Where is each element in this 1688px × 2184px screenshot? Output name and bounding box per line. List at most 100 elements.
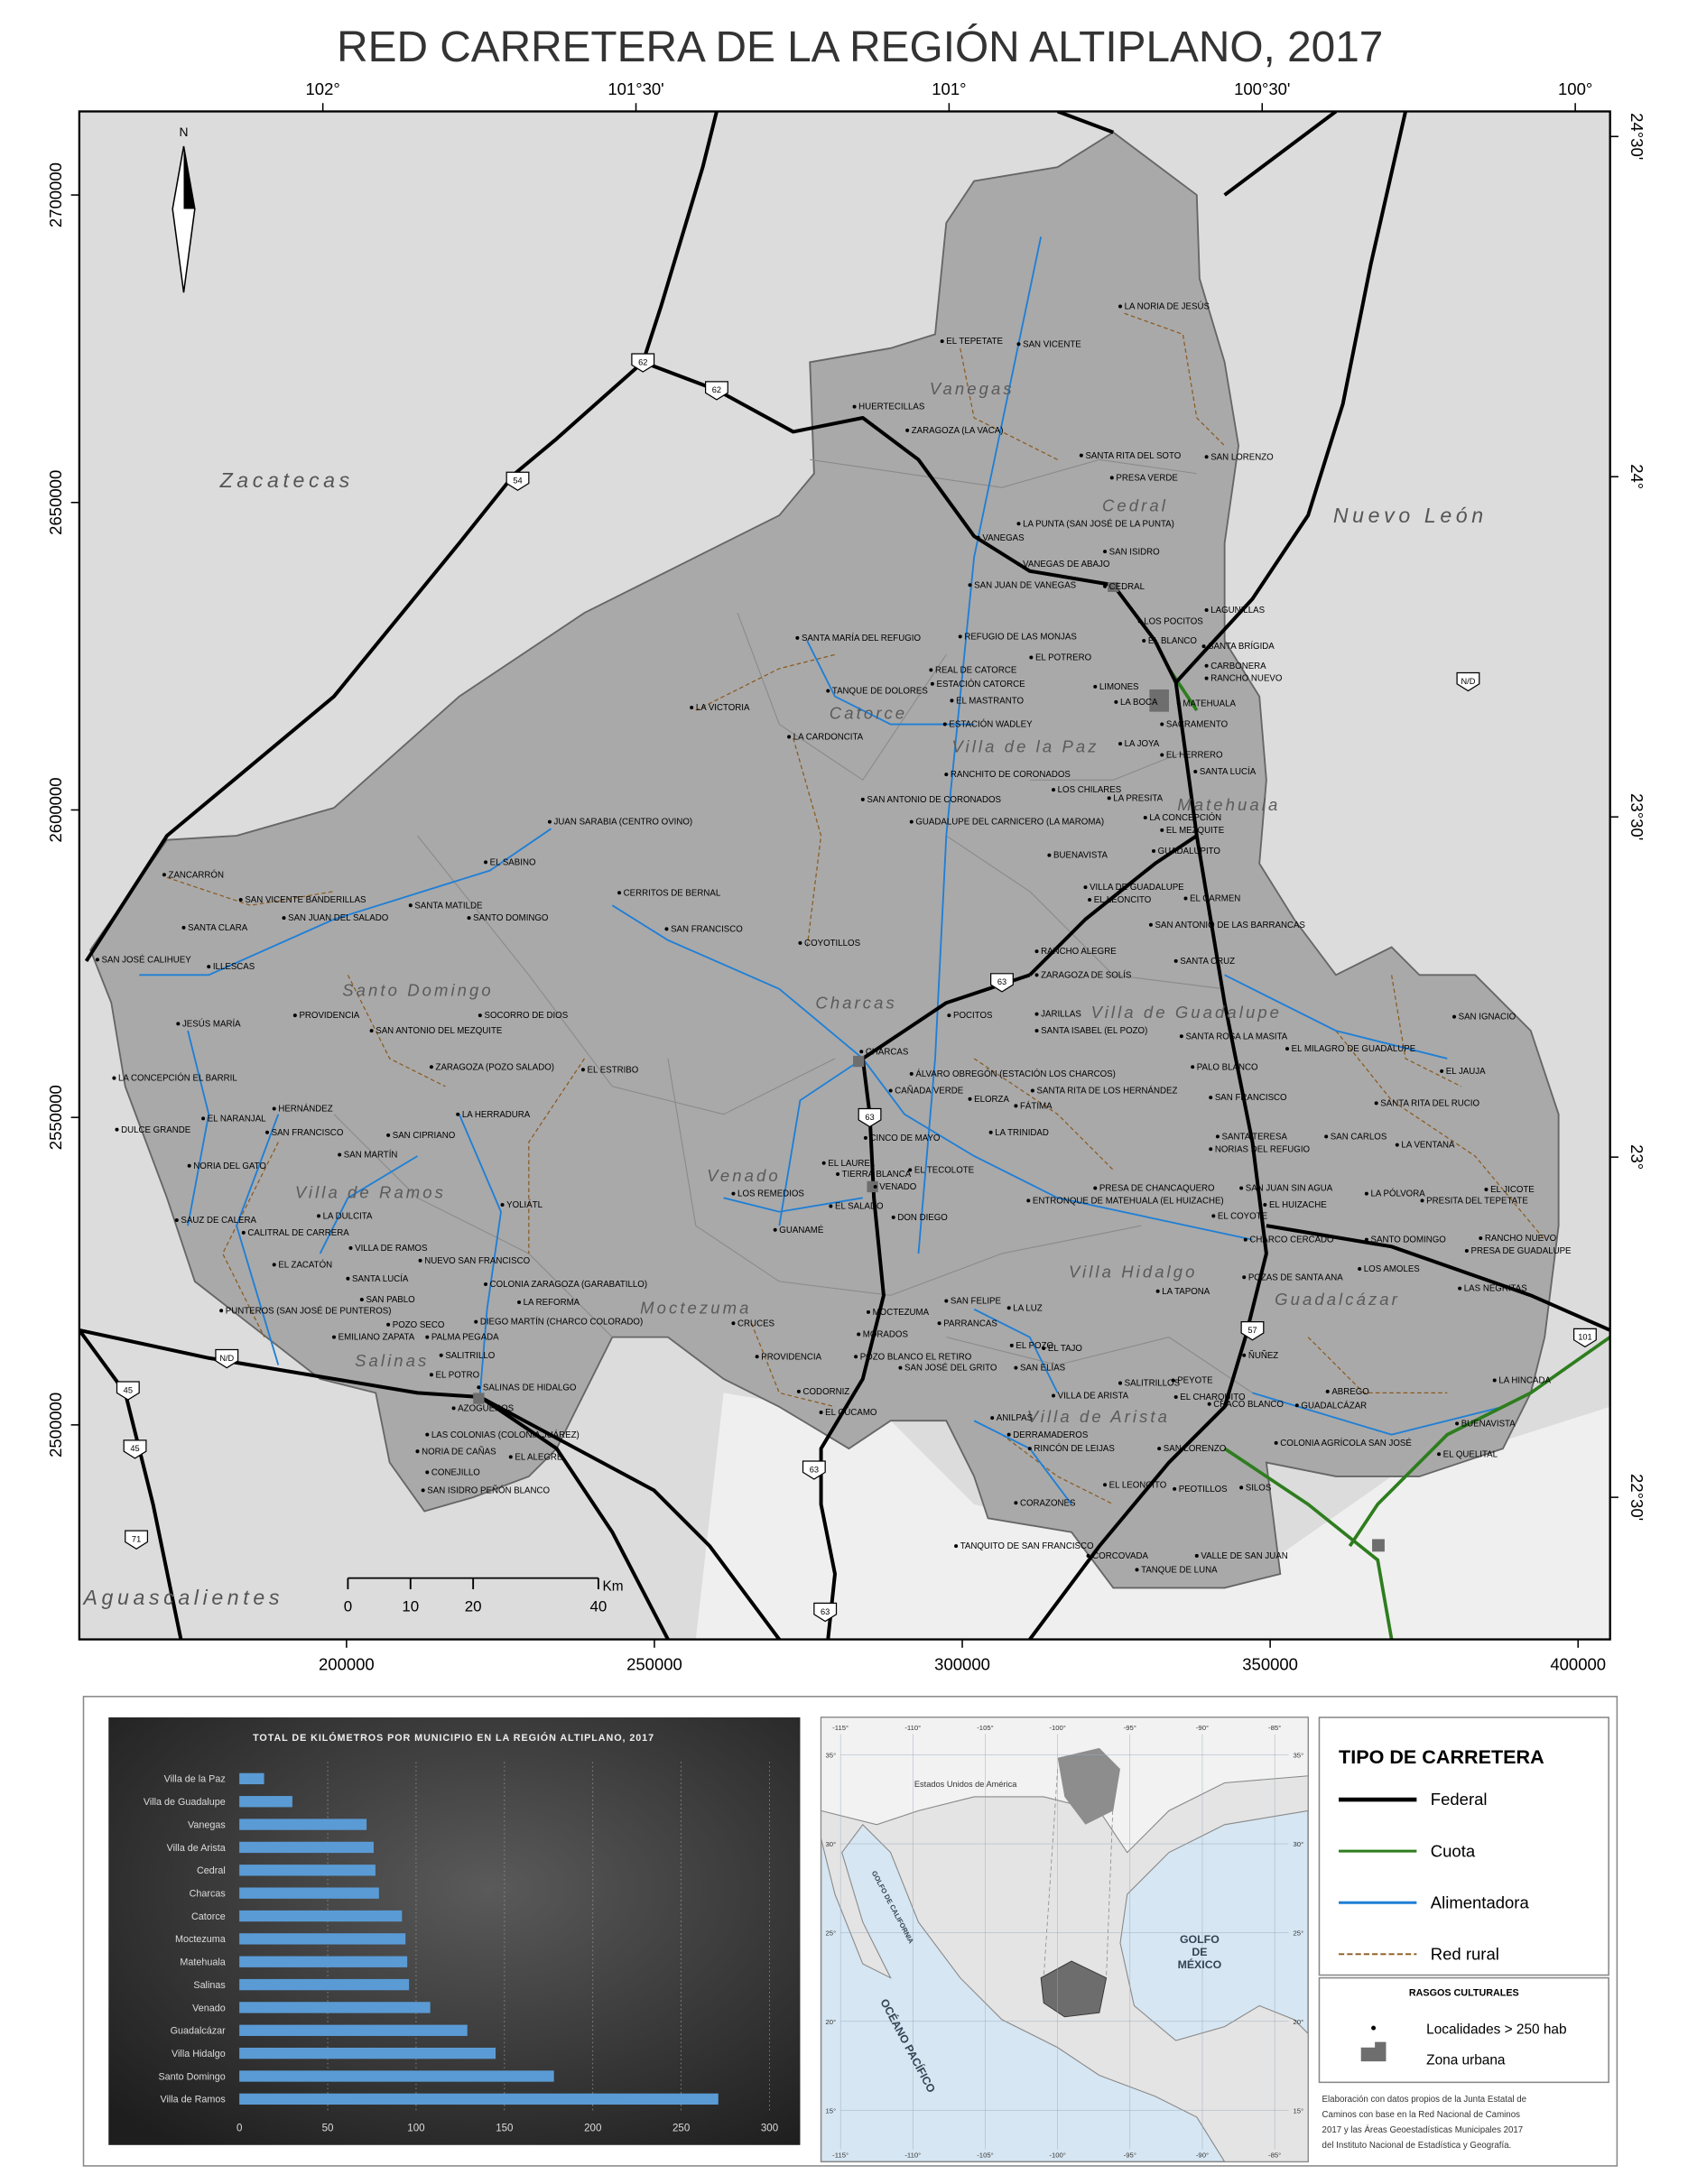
y-tick-label: Moctezuma [175, 1934, 226, 1945]
locality-point [860, 797, 865, 801]
locality-label: EL LEONCITO [1109, 1480, 1167, 1490]
locality-label: EL QUELITAL [1443, 1449, 1498, 1459]
locality-label: CEDRAL [1109, 582, 1145, 592]
north-label: N [179, 125, 188, 139]
locality-point [1114, 699, 1118, 704]
inset-lon-label: -105° [977, 2152, 993, 2160]
locality-label: SANTA CRUZ [1180, 957, 1235, 967]
locality-label: LA BOCA [1120, 698, 1158, 708]
locality-point [1242, 1353, 1247, 1357]
locality-label: LA CONCEPCIÓN [1149, 813, 1221, 823]
locality-point [1118, 1381, 1123, 1385]
locality-label: CODORNIZ [803, 1387, 850, 1397]
locality-point [1455, 1421, 1460, 1426]
lat-tick-label: 24°30' [1628, 113, 1646, 160]
locality-point [174, 1217, 179, 1222]
locality-label: CHARCAS [866, 1047, 909, 1057]
lon-tick-label: 100°30' [1234, 79, 1290, 98]
map: Zacatecas Nuevo León Aguascalientes Vanegas… [79, 111, 1610, 1640]
road-shield-label: 45 [130, 1444, 139, 1453]
locality-point [1093, 684, 1098, 689]
locality-point [1034, 1012, 1039, 1016]
x-tick-label: 100 [407, 2123, 424, 2133]
locality-label: EL LEONCITO [1094, 895, 1152, 905]
locality-label: EL ZACATÓN [278, 1260, 332, 1270]
locality-label: EL CHARQUITO [1180, 1393, 1246, 1402]
road-shield [802, 1460, 826, 1480]
municipality-label: Matehuala [1177, 795, 1280, 814]
x-tick-label: 0 [237, 2123, 242, 2133]
lon-tick-label: 101°30' [607, 79, 663, 98]
locality-label: POZAS DE SANTA ANA [1248, 1272, 1343, 1282]
locality-label: ZANCARRÓN [169, 870, 224, 880]
locality-label: LA HERRADURA [462, 1110, 531, 1120]
locality-point [1374, 1101, 1378, 1106]
bar [239, 2093, 719, 2105]
locality-point [1211, 1214, 1216, 1218]
locality-point [187, 1163, 191, 1168]
inset-lat-label: 25° [826, 1930, 837, 1938]
state-label: Zacatecas [219, 468, 354, 492]
locality-point [888, 1088, 893, 1093]
locality-label: POCITOS [953, 1011, 993, 1021]
locality-point [891, 1215, 895, 1219]
locality-label: SANTA TERESA [1222, 1132, 1288, 1142]
locality-point [1014, 1104, 1018, 1108]
locality-label: LA LUZ [1013, 1303, 1042, 1313]
lat-tick-label: 23°30' [1628, 793, 1646, 840]
locality-point [1135, 1568, 1139, 1572]
state-label: Aguascalientes [81, 1586, 283, 1609]
locality-label: SAN ANTONIO DEL MEZQUITE [376, 1026, 503, 1036]
locality-label: REFUGIO DE LAS MONJAS [964, 632, 1077, 642]
locality-point [821, 1161, 826, 1165]
locality-label: VILLA DE ARISTA [1058, 1392, 1129, 1402]
locality-point [1201, 644, 1206, 649]
locality-label: LA NORIA DE JESÚS [1125, 302, 1210, 312]
locality-label: SAN IGNACIO [1459, 1013, 1516, 1023]
locality-label: LA VICTORIA [696, 703, 750, 713]
locality-label: VALLE DE SAN JUAN [1201, 1551, 1287, 1561]
inset-label: MÉXICO [1178, 1957, 1222, 1971]
locality-label: VANEGAS [982, 533, 1025, 543]
locality-point [386, 1322, 391, 1327]
locality-label: JARILLAS [1041, 1010, 1081, 1020]
locality-point [1492, 1378, 1497, 1383]
inset-lat-label: 20° [1294, 2018, 1304, 2026]
locality-label: SAN FRANCISCO [671, 925, 743, 935]
locality-label: EL LAUREL [828, 1159, 876, 1169]
locality-point [1029, 655, 1034, 660]
legend-label: Cuota [1431, 1841, 1476, 1860]
locality-point [1027, 1447, 1032, 1451]
scale-unit: Km [603, 1579, 624, 1595]
locality-label: SAN LORENZO [1210, 452, 1274, 462]
easting-tick-label: 200000 [319, 1654, 375, 1673]
locality-label: EL MASTRANTO [956, 696, 1024, 706]
region [89, 131, 1560, 1589]
locality-point [1173, 1486, 1177, 1491]
locality-label: EL COYOTE [1218, 1211, 1268, 1221]
locality-label: SAN FRANCISCO [1215, 1093, 1287, 1103]
localities: Zacatecas Nuevo León Aguascalientes Vanegas… [81, 302, 1597, 1623]
y-tick-label: Villa Hidalgo [172, 2049, 226, 2059]
locality-point [115, 1127, 119, 1132]
locality-label: SANTO DOMINGO [1371, 1235, 1447, 1245]
locality-label: GUADALCÁZAR [1301, 1401, 1367, 1411]
bar [239, 2024, 468, 2036]
locality-label: COLONIA AGRÍCOLA SAN JOSÉ [1280, 1439, 1412, 1448]
locality-point [1420, 1198, 1424, 1203]
locality-label: FÁTIMA [1020, 1102, 1053, 1112]
legend-title: TIPO DE CARRETERA [1339, 1745, 1544, 1768]
locality-point [829, 1204, 833, 1208]
locality-point [425, 1432, 430, 1437]
bar [239, 1887, 379, 1899]
locality-point [1026, 1198, 1031, 1203]
locality-point [968, 583, 972, 588]
locality-label: SAN ISIDRO [1109, 547, 1160, 557]
inset-lat-label: 15° [826, 2106, 837, 2115]
locality-point [112, 1076, 116, 1080]
locality-point [425, 1335, 430, 1339]
y-tick-label: Cedral [197, 1865, 226, 1876]
locality-label: SANTA ISABEL (EL POZO) [1041, 1026, 1147, 1036]
locality-point [95, 958, 99, 962]
